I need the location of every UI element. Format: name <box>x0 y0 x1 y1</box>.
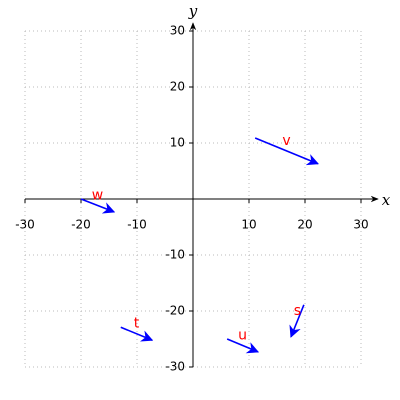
vector <box>80 198 116 214</box>
vector-label: u <box>238 327 247 343</box>
y-tick-label: -20 <box>165 304 185 318</box>
x-tick-label: -30 <box>15 218 35 232</box>
y-tick-label: -30 <box>165 360 185 374</box>
vector <box>254 137 319 166</box>
vector <box>226 338 260 354</box>
vector-label: s <box>294 303 301 319</box>
y-tick-label: 10 <box>170 136 185 150</box>
y-axis-label: y <box>188 2 198 20</box>
vector-label: v <box>282 133 290 149</box>
vector <box>289 304 305 338</box>
y-tick-label: 30 <box>170 24 185 38</box>
vector-label: w <box>92 187 103 203</box>
y-tick-label: -10 <box>165 248 185 262</box>
x-tick-label: 30 <box>353 218 368 232</box>
x-tick-label: 20 <box>297 218 312 232</box>
x-tick-label: -10 <box>127 218 147 232</box>
x-tick-label: 10 <box>241 218 256 232</box>
vector <box>120 326 154 342</box>
x-tick-label: -20 <box>71 218 91 232</box>
x-axis-label: x <box>382 191 391 209</box>
y-tick-label: 20 <box>170 80 185 94</box>
vector-label: t <box>134 316 140 332</box>
